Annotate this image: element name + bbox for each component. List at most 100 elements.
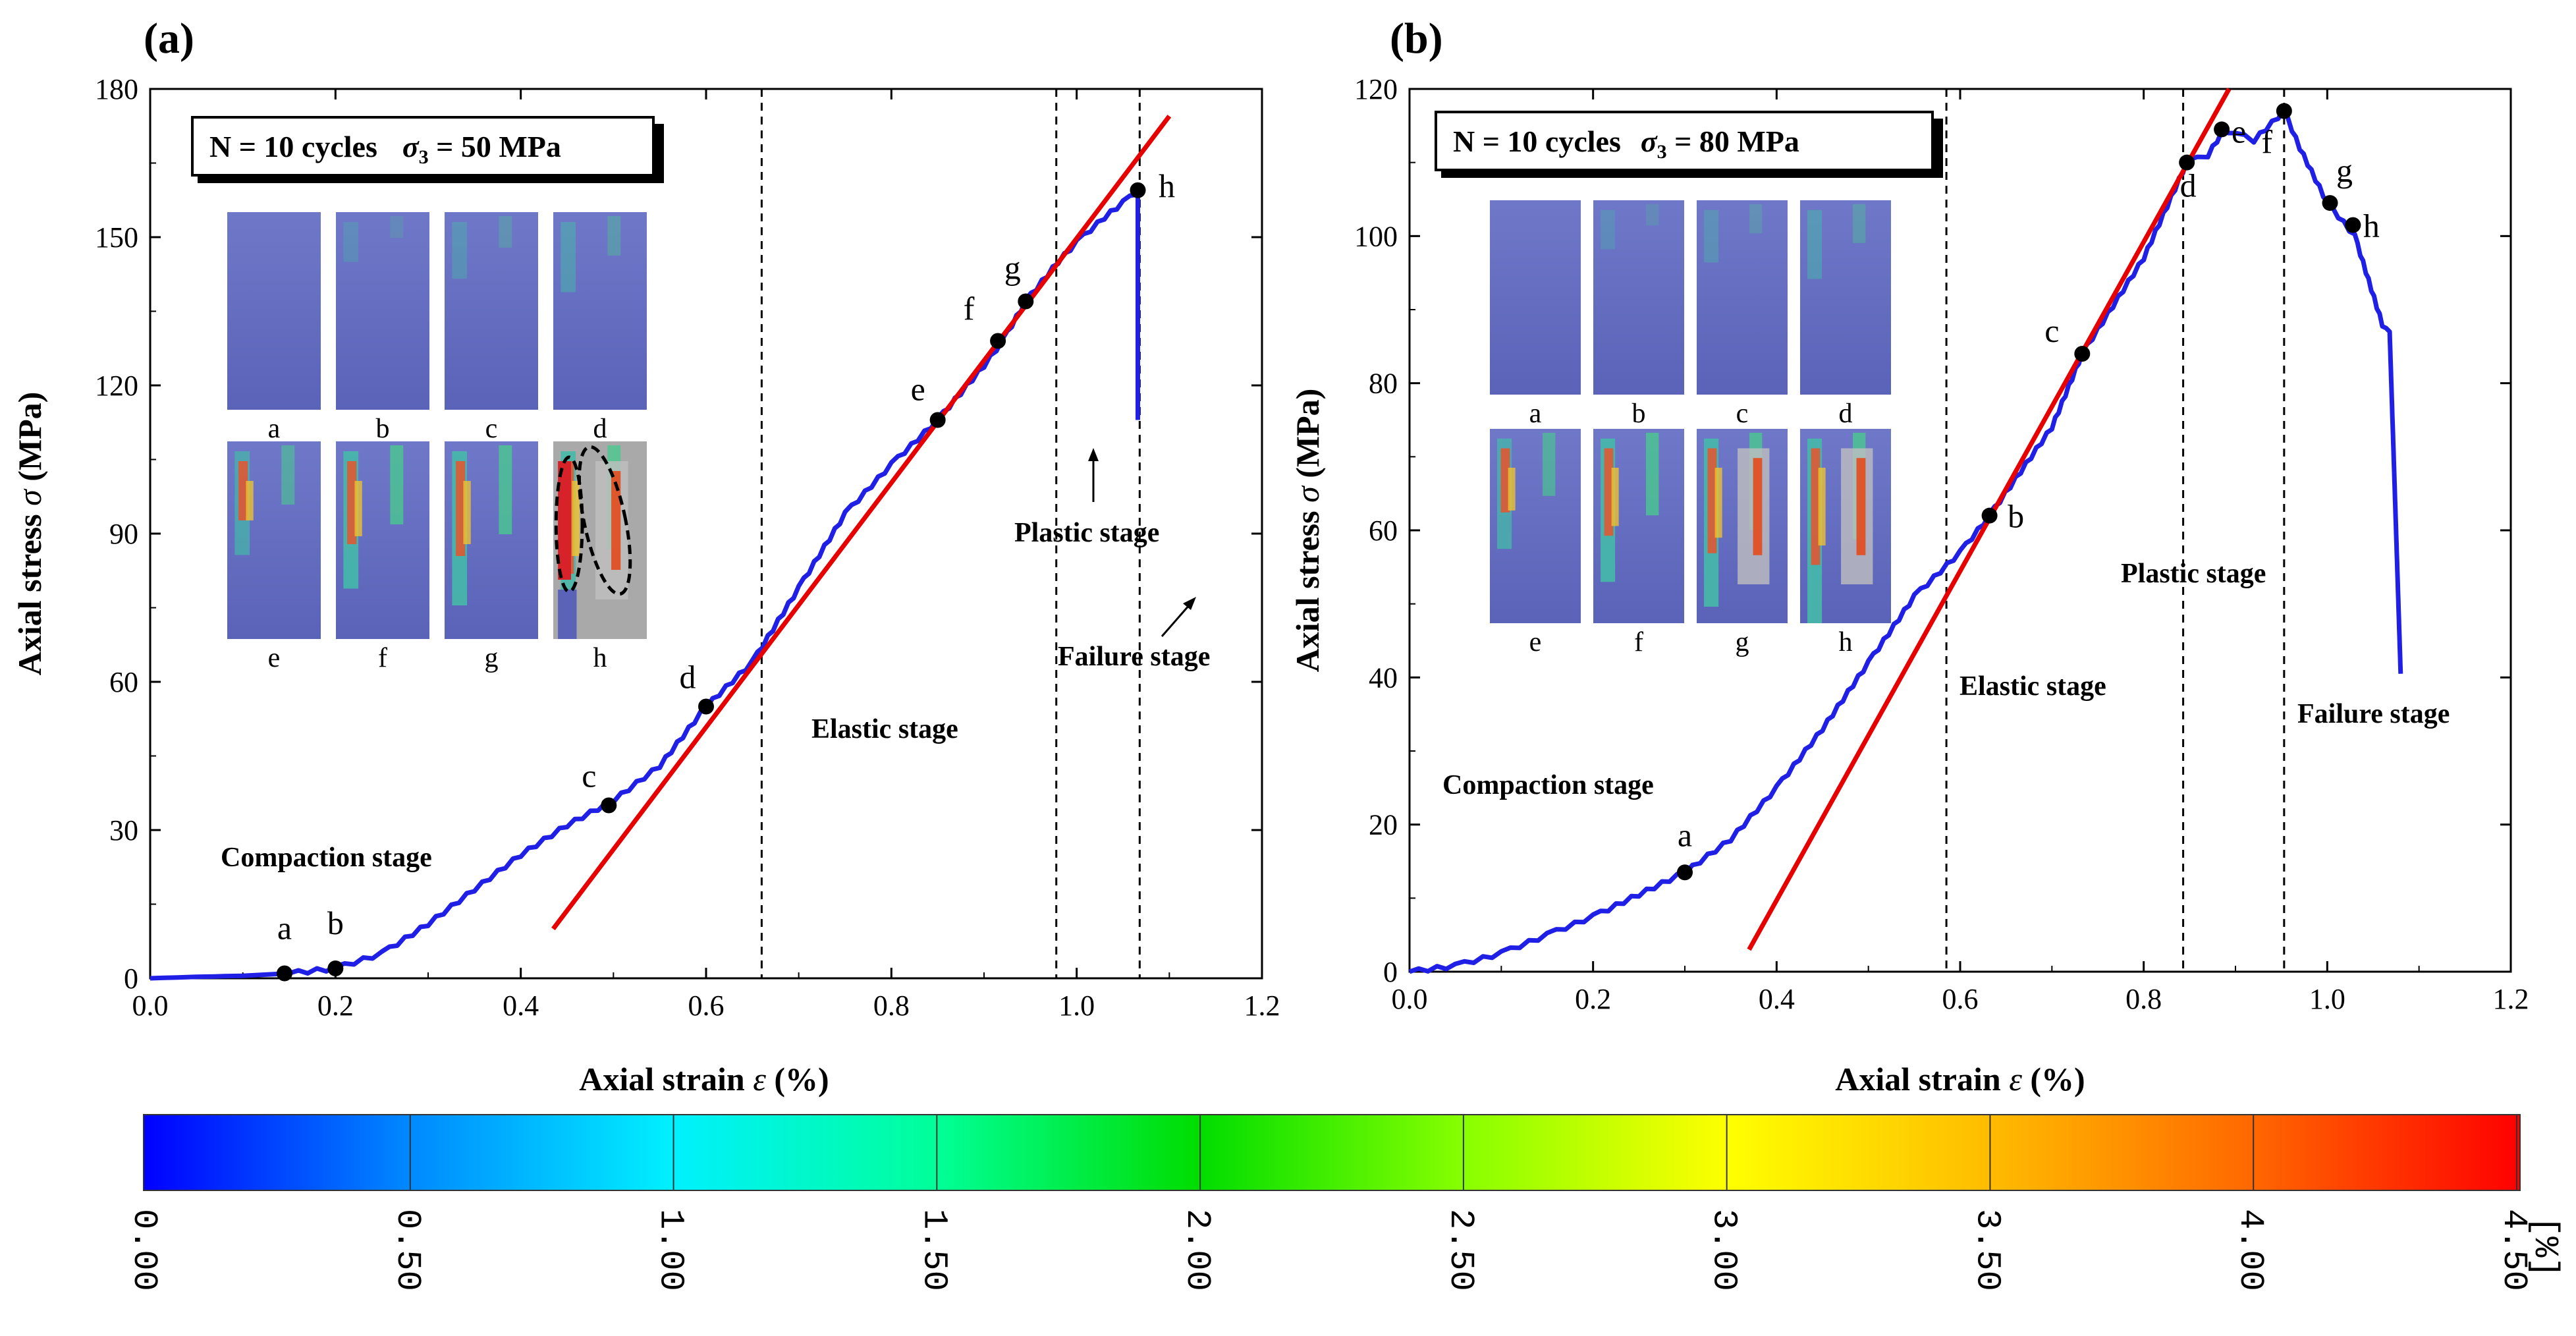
panel-a-y-axis-label: Axial stress σ (MPa) xyxy=(11,392,48,676)
point-label-a: a xyxy=(277,910,292,947)
dic-thumb-f: f xyxy=(336,441,429,673)
thumb-strain-band xyxy=(1601,209,1616,250)
thumb-high-strain xyxy=(1500,448,1510,513)
thumb-strain-band xyxy=(343,222,359,262)
panel-b-elastic-stage: Elastic stage xyxy=(1959,671,2106,702)
colorbar-unit-label: [%] xyxy=(2525,1216,2564,1278)
x-tick-label: 0.4 xyxy=(503,989,539,1022)
dic-thumb-h: h xyxy=(553,441,647,673)
panel-b-x-axis-label: Axial strain ε (%) xyxy=(1835,1061,2085,1098)
point-marker-h xyxy=(2345,217,2361,233)
x-tick-label: 1.0 xyxy=(1058,989,1095,1022)
thumb-high-strain xyxy=(1811,448,1821,565)
thumb-label: e xyxy=(1529,627,1542,657)
panel-a-x-ticks: 0.0 0.2 0.4 0.6 0.8 1.0 1.2 xyxy=(132,89,1280,1022)
point-marker-h xyxy=(1130,182,1146,198)
stress-strain-curve xyxy=(1408,107,2403,974)
panel-a-info-cycles: N = 10 cycles xyxy=(209,130,377,163)
linear-fit-line xyxy=(551,115,1172,931)
thumb-high-strain xyxy=(1753,458,1763,555)
thumb-label: f xyxy=(378,643,387,673)
panel-a-info-box: N = 10 cycles σ3 = 50 MPa xyxy=(191,116,664,183)
panel-b-info-box: N = 10 cycles σ3 = 80 MPa xyxy=(1435,111,1943,178)
thumb-background xyxy=(227,212,321,410)
point-marker-c xyxy=(2074,346,2091,362)
thumb-remaining-region xyxy=(558,590,577,639)
thumb-strain-band xyxy=(607,216,621,256)
thumb-label: f xyxy=(1634,627,1643,657)
point-marker-d xyxy=(698,698,714,715)
panel-a-dic-thumbnails: a b c d e f g h xyxy=(227,212,647,673)
x-tick-label: 1.2 xyxy=(2493,983,2529,1015)
thumb-strain-band xyxy=(561,222,576,292)
y-tick-label: 80 xyxy=(1369,368,1398,400)
colorbar-tick-label: 2.00 xyxy=(1178,1209,1217,1291)
thumb-background xyxy=(1697,200,1788,395)
point-label-h: h xyxy=(2363,208,2380,244)
thumb-label: c xyxy=(485,414,498,444)
y-tick-label: 60 xyxy=(1369,515,1398,547)
thumb-strain-band xyxy=(281,445,295,505)
point-marker-f xyxy=(990,333,1006,349)
strain-colorbar: 0.00 0.50 1.00 1.50 2.00 2.50 3.00 3.50 4.00 4.50… xyxy=(124,1114,2564,1291)
thumb-label: a xyxy=(268,414,281,444)
thumb-mid-strain xyxy=(463,481,471,544)
y-tick-label: 90 xyxy=(109,518,138,550)
thumb-high-strain xyxy=(1604,448,1614,536)
colorbar-gradient xyxy=(143,1114,2521,1191)
thumb-strain-band xyxy=(1853,204,1866,243)
point-marker-g xyxy=(2322,195,2338,211)
thumb-background xyxy=(336,212,429,410)
thumb-label: g xyxy=(1736,627,1749,657)
colorbar-tick-label: 3.00 xyxy=(1705,1209,1743,1291)
dic-thumb-h: h xyxy=(1800,429,1891,657)
point-marker-f xyxy=(2276,103,2292,119)
thumb-strain-band xyxy=(452,222,468,279)
thumb-mid-strain xyxy=(572,481,580,556)
thumb-crack-red xyxy=(558,461,571,580)
thumb-label: b xyxy=(376,414,390,444)
panel-a-label: (a) xyxy=(144,14,194,63)
colorbar-tick-label: 1.50 xyxy=(914,1209,953,1291)
x-tick-label: 0.0 xyxy=(132,989,169,1022)
point-label-d: d xyxy=(680,659,696,696)
y-tick-label: 40 xyxy=(1369,661,1398,694)
thumb-background xyxy=(1593,200,1684,395)
x-tick-label: 0.2 xyxy=(1575,983,1611,1015)
stress-strain-curve xyxy=(150,190,1140,981)
point-marker-c xyxy=(601,797,617,814)
panel-a-stage-boundaries xyxy=(760,89,1141,978)
point-marker-b xyxy=(327,960,344,976)
point-marker-e xyxy=(2214,121,2230,138)
dic-thumb-c: c xyxy=(1697,200,1788,429)
dic-thumb-a: a xyxy=(227,212,321,444)
thumb-mid-strain xyxy=(1714,468,1722,538)
thumb-label: h xyxy=(593,643,607,673)
thumb-label: e xyxy=(268,643,281,673)
thumb-high-strain xyxy=(347,461,357,544)
point-label-d: d xyxy=(2180,167,2197,204)
dic-thumb-a: a xyxy=(1490,200,1581,429)
thumb-high-strain xyxy=(238,461,248,520)
thumb-high-strain xyxy=(611,471,621,570)
panel-a-curves xyxy=(150,115,1172,981)
point-label-a: a xyxy=(1678,816,1692,853)
y-tick-label: 20 xyxy=(1369,809,1398,841)
point-label-c: c xyxy=(582,758,596,794)
panel-b-dic-thumbnails: a b c d e f g h xyxy=(1490,200,1891,657)
thumb-high-strain xyxy=(1707,448,1717,553)
dic-thumb-g: g xyxy=(1697,429,1788,657)
point-label-f: f xyxy=(2262,124,2273,161)
panel-b-info-cycles: N = 10 cycles xyxy=(1453,125,1621,158)
x-tick-label: 0.2 xyxy=(317,989,354,1022)
thumb-label: g xyxy=(485,643,499,673)
panel-a-compaction-stage: Compaction stage xyxy=(221,843,432,873)
panel-b: (b) 0.0 0.2 0.4 0.6 0.8 1.0 1.2 0 20 40 60 80 100 12… xyxy=(1289,14,2529,1098)
point-label-b: b xyxy=(327,905,344,941)
panel-a-plastic-stage: Plastic stage xyxy=(1014,518,1159,548)
x-tick-label: 0.6 xyxy=(688,989,725,1022)
